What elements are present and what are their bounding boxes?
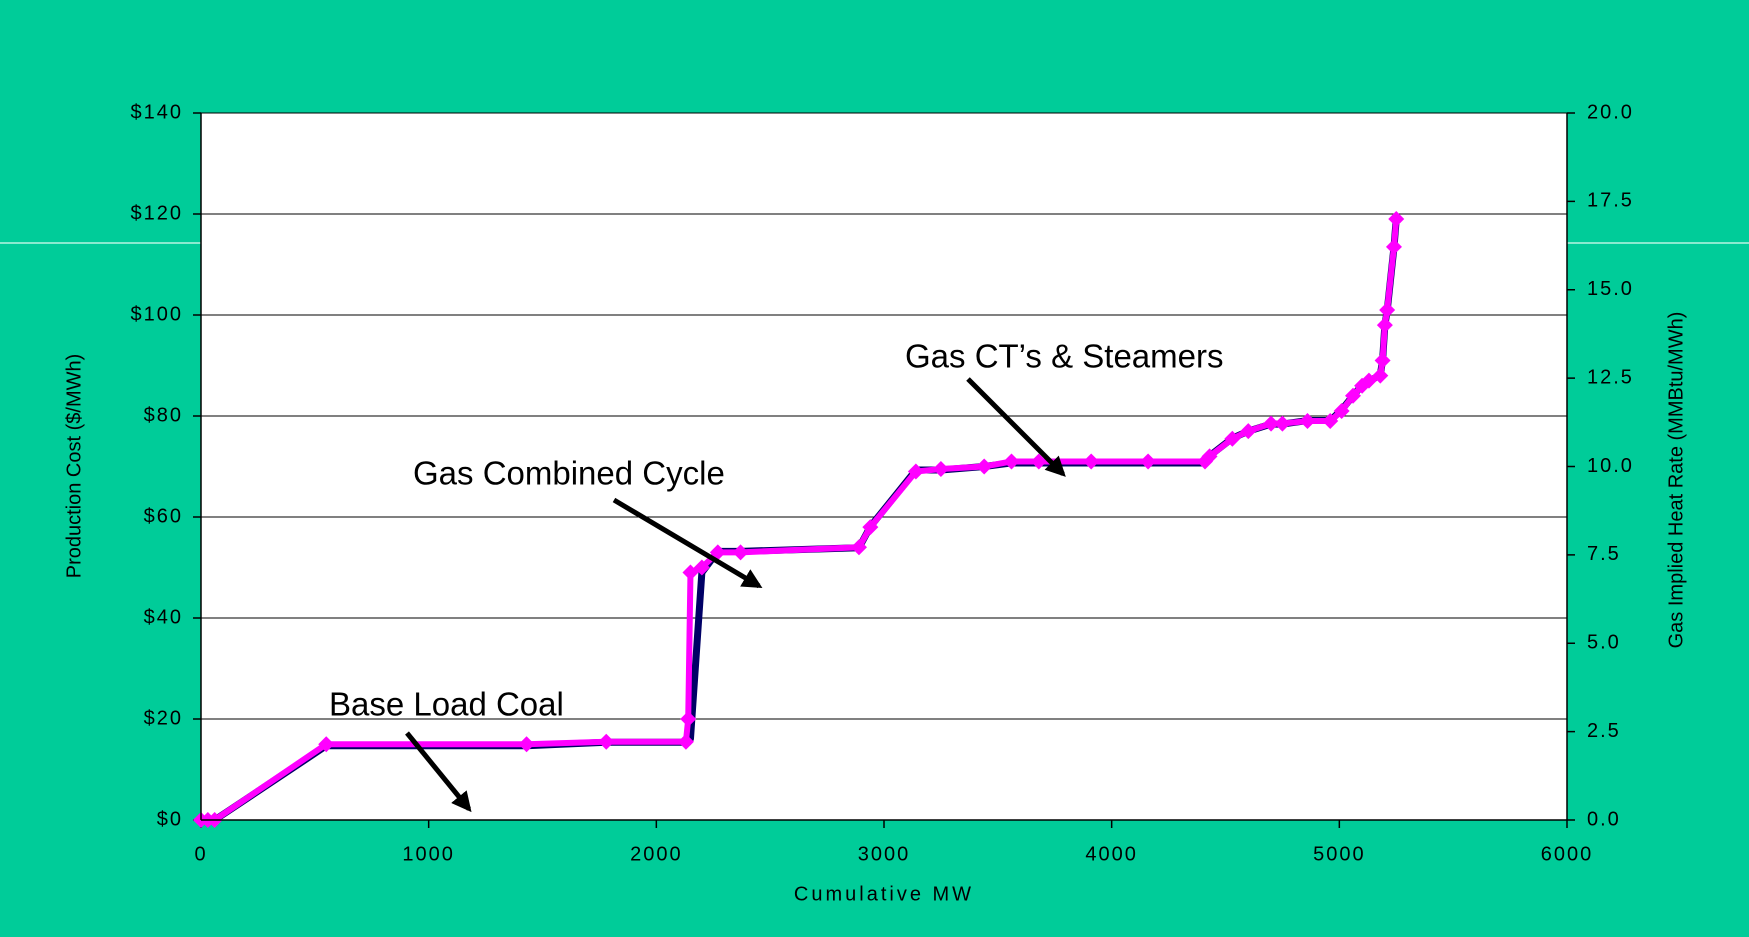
point	[693, 559, 710, 576]
y2-tick-label: 5.0	[1587, 632, 1621, 654]
y-axis-title: Production Cost ($/MWh)	[63, 354, 85, 579]
point	[1388, 211, 1405, 228]
point	[318, 736, 335, 753]
point	[850, 539, 867, 556]
x-tick-label: 2000	[630, 843, 683, 865]
point	[932, 461, 949, 478]
point	[1224, 430, 1241, 447]
y-tick-label: $20	[144, 707, 183, 729]
point	[976, 458, 993, 475]
plot-area	[201, 113, 1567, 820]
x-tick-label: 3000	[858, 843, 911, 865]
point	[1240, 423, 1257, 440]
point	[1372, 367, 1389, 384]
y2-axis-title: Gas Implied Heat Rate (MMBtu/MWh)	[1665, 312, 1687, 649]
y-tick-label: $60	[144, 505, 183, 527]
x-tick-label: 6000	[1541, 843, 1594, 865]
y-tick-label: $40	[144, 606, 183, 628]
point	[677, 733, 694, 750]
marks	[193, 211, 1405, 828]
point	[1360, 372, 1377, 389]
y-tick-label: $80	[144, 404, 183, 426]
y2-tick-label: 7.5	[1587, 543, 1621, 565]
point	[1263, 415, 1280, 432]
x-tick-label: 1000	[402, 843, 455, 865]
y-tick-label: $120	[131, 202, 184, 224]
y2-tick-label: 10.0	[1587, 455, 1634, 477]
x-tick-label: 5000	[1313, 843, 1366, 865]
point	[1201, 448, 1218, 465]
y2-tick-label: 20.0	[1587, 101, 1634, 123]
y2-tick-label: 0.0	[1587, 808, 1621, 830]
x-tick-label: 4000	[1085, 843, 1138, 865]
y2-tick-label: 17.5	[1587, 190, 1634, 212]
y-tick-label: $0	[157, 808, 183, 830]
x-tick-label: 0	[194, 843, 207, 865]
point	[1376, 317, 1393, 334]
point	[862, 519, 879, 536]
y-tick-label: $140	[131, 101, 184, 123]
point	[1374, 352, 1391, 369]
point	[682, 564, 699, 581]
point	[1030, 453, 1047, 470]
grid: $0 $20 $40 $60 $80 $100 $120 $140 0.0 2.5 5.0 7.5 10…	[131, 101, 1634, 865]
point	[1379, 301, 1396, 318]
point	[680, 711, 697, 727]
point	[598, 733, 615, 750]
annotation: Base Load Coal	[329, 686, 564, 723]
point	[1140, 453, 1157, 470]
annotation-arrow	[405, 731, 472, 813]
x-axis-title: Cumulative MW	[794, 883, 974, 905]
point	[1322, 413, 1339, 430]
y2-tick-label: 15.0	[1587, 278, 1634, 300]
annotation: Gas CT’s & Steamers	[905, 338, 1223, 375]
y2-tick-label: 12.5	[1587, 366, 1634, 388]
point	[907, 463, 924, 480]
annotation-arrow	[966, 377, 1066, 477]
point	[1333, 402, 1350, 419]
y-tick-label: $100	[131, 303, 184, 325]
annotation: Gas Combined Cycle	[413, 455, 725, 492]
point	[1385, 238, 1402, 255]
point	[1003, 453, 1020, 470]
point	[1274, 415, 1291, 432]
annotation-arrow	[612, 497, 763, 589]
point	[1299, 413, 1316, 430]
point	[732, 544, 749, 561]
point	[1344, 387, 1361, 404]
point	[518, 736, 535, 753]
y2-tick-label: 2.5	[1587, 720, 1621, 742]
point	[1083, 453, 1100, 470]
